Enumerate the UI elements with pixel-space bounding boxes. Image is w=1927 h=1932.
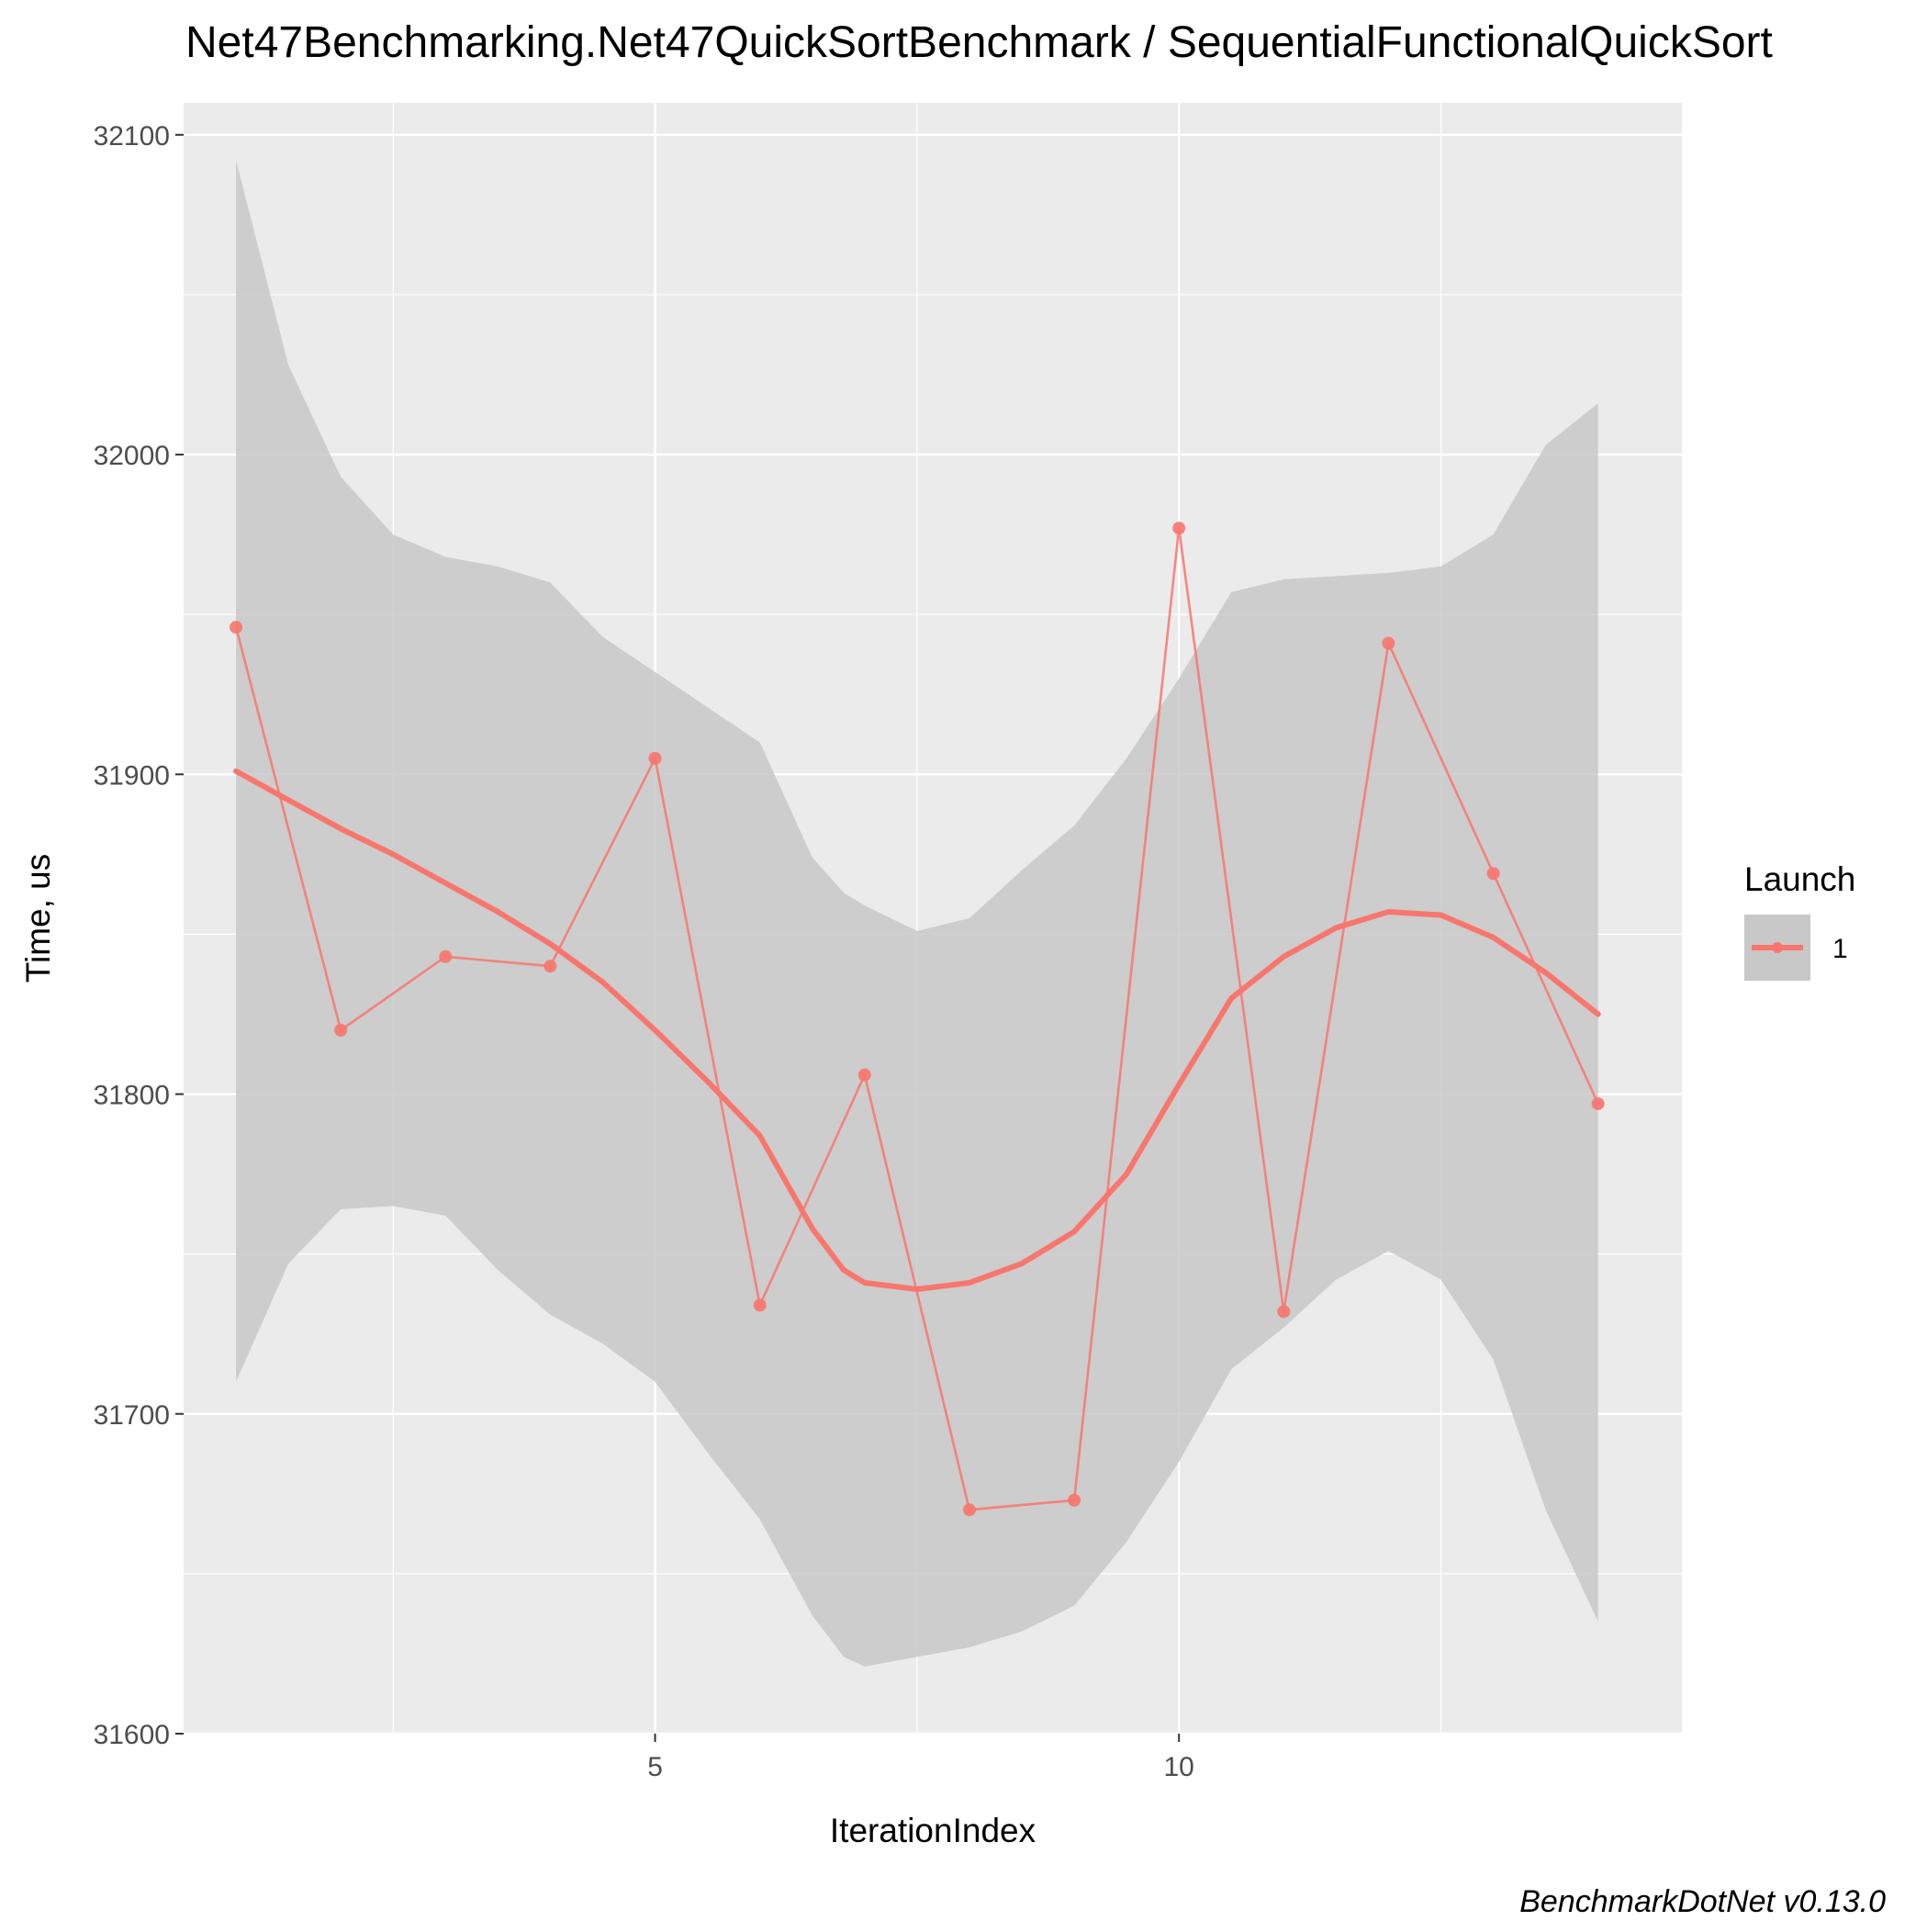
- y-axis: 31600 31700 31800 31900 32000 32100: [94, 121, 184, 1750]
- confidence-ribbon-layer: [236, 160, 1598, 1667]
- legend-label: 1: [1832, 934, 1848, 964]
- legend-key-point: [1772, 942, 1783, 953]
- x-axis-title: IterationIndex: [830, 1812, 1036, 1849]
- y-tick-label: 32000: [94, 441, 170, 471]
- data-point: [857, 1068, 871, 1082]
- data-point: [648, 751, 662, 765]
- confidence-ribbon: [236, 160, 1598, 1667]
- data-point: [543, 960, 557, 973]
- smooth-layer: [233, 768, 1601, 1292]
- legend-title: Launch: [1744, 860, 1855, 898]
- points-layer: [230, 522, 1605, 1517]
- y-axis-title: Time, us: [19, 854, 57, 983]
- data-point: [1172, 522, 1186, 535]
- x-tick-label: 10: [1164, 1752, 1194, 1782]
- y-tick-label: 31700: [94, 1400, 170, 1431]
- x-tick-label: 5: [647, 1752, 663, 1782]
- data-point: [439, 949, 453, 963]
- data-point: [1486, 867, 1500, 881]
- y-tick-label: 31800: [94, 1081, 170, 1111]
- data-point: [753, 1298, 767, 1312]
- x-axis: 5 10: [647, 1734, 1194, 1782]
- data-point: [230, 621, 243, 635]
- data-point: [1591, 1096, 1605, 1110]
- y-tick-label: 32100: [94, 121, 170, 152]
- series-line: [234, 528, 1599, 1511]
- data-point: [1068, 1493, 1081, 1507]
- series-layer: [234, 528, 1599, 1511]
- caption: BenchmarkDotNet v0.13.0: [1519, 1884, 1886, 1919]
- legend: Launch 1: [1744, 860, 1855, 981]
- y-tick-label: 31900: [94, 760, 170, 791]
- data-point: [962, 1503, 976, 1517]
- y-tick-label: 31600: [94, 1720, 170, 1750]
- data-point: [1277, 1305, 1291, 1319]
- data-point: [334, 1023, 348, 1037]
- chart-title: Net47Benchmarking.Net47QuickSortBenchmar…: [185, 18, 1773, 67]
- smooth-line: [233, 768, 1601, 1292]
- data-point: [1382, 636, 1395, 650]
